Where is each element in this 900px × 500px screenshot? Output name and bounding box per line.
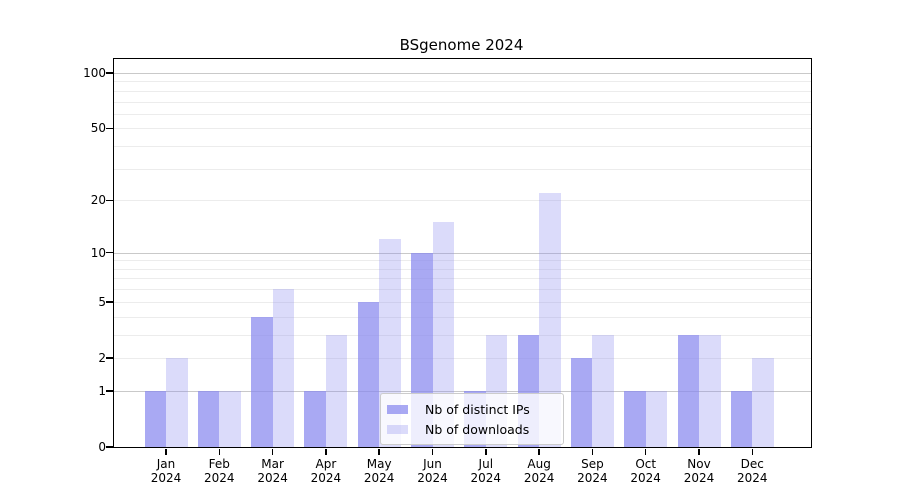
x-tick-label: Oct 2024 bbox=[630, 457, 661, 485]
x-tick-label: Apr 2024 bbox=[310, 457, 342, 485]
gridline-major bbox=[114, 252, 811, 254]
y-tick-label: 5 bbox=[98, 294, 106, 309]
bar-distinct-ips bbox=[730, 390, 753, 447]
bar-distinct-ips bbox=[304, 390, 326, 447]
gridline-major bbox=[114, 390, 811, 392]
bar-distinct-ips bbox=[251, 316, 273, 447]
bar-distinct-ips bbox=[197, 390, 220, 447]
x-tick-mark bbox=[431, 448, 434, 455]
y-tick-label: 0 bbox=[98, 440, 106, 454]
gridline-minor bbox=[114, 260, 811, 262]
legend-item-distinct-ips: Nb of distinct IPs bbox=[387, 399, 555, 419]
x-tick-label: Jul 2024 bbox=[470, 457, 502, 485]
x-tick-mark bbox=[698, 448, 700, 455]
x-tick-label: Mar 2024 bbox=[257, 457, 288, 485]
bar-downloads bbox=[699, 334, 721, 447]
bar-distinct-ips bbox=[357, 301, 380, 447]
bar-distinct-ips bbox=[144, 390, 166, 447]
bar-distinct-ips bbox=[570, 357, 593, 447]
gridline-major bbox=[114, 73, 811, 74]
y-tick-label: 20 bbox=[90, 193, 106, 208]
legend-label-distinct-ips: Nb of distinct IPs bbox=[425, 401, 530, 417]
plot-area: Nb of distinct IPs Nb of downloads Jan 20… bbox=[83, 58, 812, 485]
x-tick-label: Jan 2024 bbox=[150, 457, 182, 485]
bar-downloads bbox=[592, 334, 614, 447]
bar-distinct-ips bbox=[677, 334, 699, 447]
legend-item-downloads: Nb of downloads bbox=[387, 419, 555, 439]
gridline-minor bbox=[114, 200, 811, 202]
x-tick-label: Feb 2024 bbox=[204, 457, 235, 485]
y-tick-mark bbox=[106, 251, 113, 254]
gridline-minor bbox=[114, 81, 811, 83]
bar-downloads bbox=[645, 390, 668, 447]
gridline-minor bbox=[114, 113, 811, 115]
gridline-minor bbox=[114, 90, 811, 92]
x-tick-label: Sep 2024 bbox=[577, 457, 608, 485]
gridline-minor bbox=[114, 101, 811, 103]
y-tick-label: 100 bbox=[83, 66, 106, 80]
gridline-minor bbox=[114, 168, 811, 170]
x-tick-label: Aug 2024 bbox=[523, 457, 555, 485]
x-tick-mark bbox=[538, 448, 540, 455]
bar-downloads bbox=[432, 222, 454, 447]
x-tick-label: Dec 2024 bbox=[737, 457, 768, 485]
gridline-minor bbox=[114, 128, 811, 130]
y-tick-mark bbox=[106, 72, 113, 74]
x-tick-label: Jun 2024 bbox=[417, 457, 448, 485]
x-tick-mark bbox=[271, 448, 274, 455]
y-tick-label: 1 bbox=[98, 383, 106, 398]
bar-downloads bbox=[219, 390, 241, 447]
gridline-minor bbox=[114, 301, 811, 303]
y-tick-label: 2 bbox=[98, 350, 106, 365]
x-tick-mark bbox=[485, 448, 487, 455]
gridline-minor bbox=[114, 357, 811, 359]
x-tick-mark bbox=[751, 448, 754, 455]
x-tick-label: May 2024 bbox=[363, 457, 395, 485]
legend: Nb of distinct IPs Nb of downloads bbox=[380, 393, 564, 445]
x-tick-label: Nov 2024 bbox=[683, 457, 715, 485]
x-tick-mark bbox=[218, 448, 221, 455]
y-tick-mark bbox=[106, 446, 113, 448]
y-tick-mark bbox=[106, 199, 113, 202]
y-tick-label: 50 bbox=[90, 121, 106, 136]
y-tick-mark bbox=[106, 301, 113, 303]
gridline-minor bbox=[114, 278, 811, 280]
legend-label-downloads: Nb of downloads bbox=[425, 421, 530, 437]
gridline-minor bbox=[114, 268, 811, 270]
bar-downloads bbox=[325, 334, 348, 447]
y-tick-label: 10 bbox=[90, 245, 106, 260]
bar-downloads bbox=[752, 357, 774, 447]
y-tick-mark bbox=[106, 390, 113, 392]
gridline-minor bbox=[114, 334, 811, 336]
bar-downloads bbox=[272, 289, 295, 447]
x-tick-mark bbox=[591, 448, 594, 455]
x-tick-mark bbox=[165, 448, 167, 455]
bar-downloads bbox=[539, 192, 561, 447]
gridline-minor bbox=[114, 316, 811, 318]
x-tick-mark bbox=[325, 448, 327, 455]
legend-swatch-distinct-ips bbox=[387, 404, 408, 414]
x-tick-mark bbox=[378, 448, 380, 455]
y-tick-mark bbox=[106, 357, 113, 359]
y-tick-mark bbox=[106, 127, 113, 130]
bar-downloads bbox=[166, 357, 188, 447]
legend-swatch-downloads bbox=[387, 424, 408, 434]
bar-distinct-ips bbox=[624, 390, 646, 447]
gridline-minor bbox=[114, 289, 811, 291]
gridline-minor bbox=[114, 146, 811, 148]
chart-title: BSgenome 2024 bbox=[399, 36, 524, 54]
x-tick-mark bbox=[644, 448, 647, 455]
